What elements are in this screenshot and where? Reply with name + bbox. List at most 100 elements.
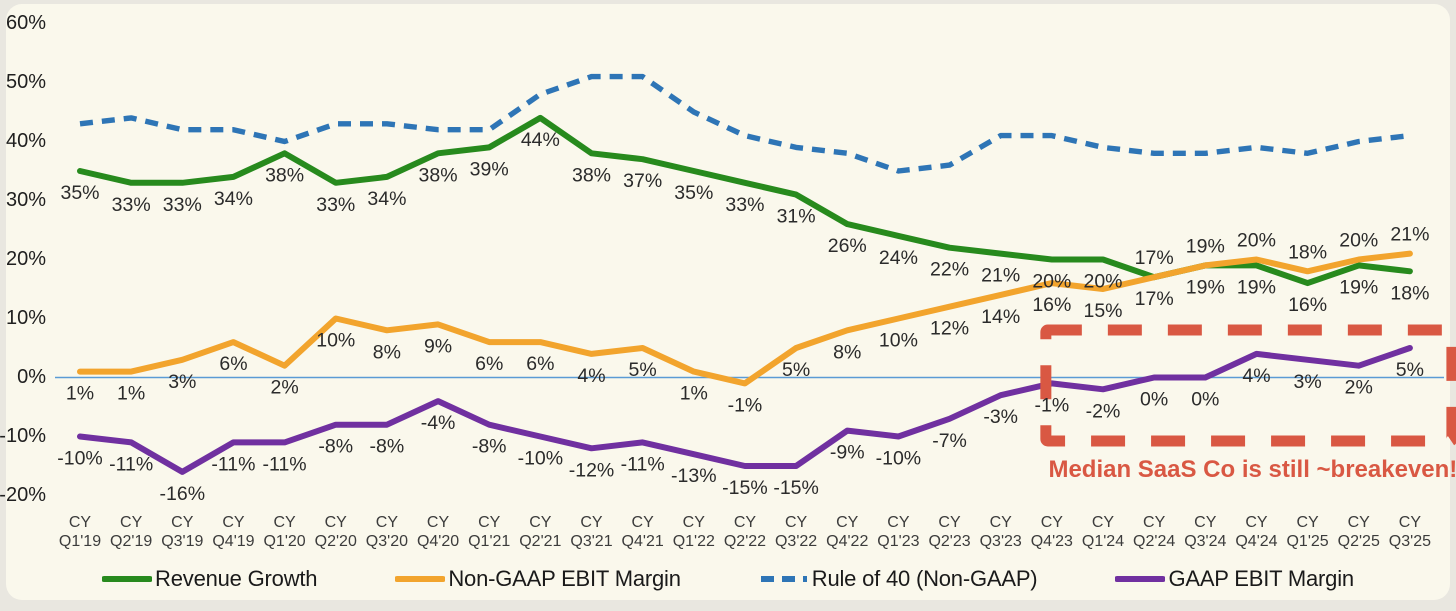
data-label-non-gaap-ebit-margin: 15%: [1083, 300, 1122, 322]
legend-swatch-non-gaap-ebit-margin: [395, 576, 446, 582]
legend-swatch-gaap-ebit-margin: [1115, 576, 1166, 582]
data-label-gaap-ebit-margin: 5%: [1396, 359, 1424, 381]
data-label-revenue-growth: 34%: [214, 188, 253, 210]
data-label-non-gaap-ebit-margin: 18%: [1288, 241, 1327, 263]
data-label-non-gaap-ebit-margin: 8%: [833, 341, 861, 363]
data-label-gaap-ebit-margin: 4%: [1242, 365, 1270, 387]
data-label-revenue-growth: 20%: [1032, 271, 1071, 293]
data-label-revenue-growth: 20%: [1083, 271, 1122, 293]
data-label-revenue-growth: 37%: [623, 170, 662, 192]
legend-label-revenue-growth: Revenue Growth: [155, 566, 318, 591]
y-axis-tick-label: -20%: [0, 484, 46, 506]
data-label-non-gaap-ebit-margin: 19%: [1186, 235, 1225, 257]
data-label-gaap-ebit-margin: -8%: [318, 436, 353, 458]
series-line-non-gaap-ebit-margin: [77, 250, 1413, 387]
data-label-revenue-growth: 35%: [60, 182, 99, 204]
x-axis-label: CY Q4'21: [622, 514, 664, 550]
data-label-non-gaap-ebit-margin: 9%: [424, 335, 452, 357]
x-axis-label: CY Q1'23: [877, 514, 919, 550]
data-label-gaap-ebit-margin: -4%: [421, 412, 456, 434]
x-axis-label: CY Q3'23: [980, 514, 1022, 550]
data-label-gaap-ebit-margin: -10%: [518, 448, 564, 470]
data-label-non-gaap-ebit-margin: 12%: [930, 318, 969, 340]
legend-label-rule-of-40: Rule of 40 (Non-GAAP): [811, 566, 1038, 591]
x-axis-label: CY Q1'21: [468, 514, 510, 550]
data-label-revenue-growth: 21%: [981, 265, 1020, 287]
data-label-gaap-ebit-margin: -9%: [830, 442, 865, 464]
data-label-gaap-ebit-margin: 0%: [1191, 389, 1219, 411]
data-label-revenue-growth: 33%: [316, 194, 355, 216]
data-label-non-gaap-ebit-margin: 1%: [66, 383, 94, 405]
x-axis-label: CY Q4'23: [1031, 514, 1073, 550]
data-label-revenue-growth: 19%: [1339, 276, 1378, 298]
legend-item-gaap-ebit-margin: GAAP EBIT Margin: [1115, 566, 1354, 592]
data-label-non-gaap-ebit-margin: 8%: [373, 341, 401, 363]
x-axis-label: CY Q1'19: [59, 514, 101, 550]
data-label-gaap-ebit-margin: -13%: [671, 465, 717, 487]
data-label-revenue-growth: 38%: [265, 164, 304, 186]
data-label-gaap-ebit-margin: -2%: [1086, 400, 1121, 422]
y-axis-tick-label: 40%: [6, 130, 46, 152]
legend-label-non-gaap-ebit-margin: Non-GAAP EBIT Margin: [448, 566, 681, 591]
data-label-revenue-growth: 16%: [1288, 294, 1327, 316]
data-label-non-gaap-ebit-margin: 5%: [629, 359, 657, 381]
data-label-gaap-ebit-margin: -7%: [932, 430, 967, 452]
data-label-non-gaap-ebit-margin: 20%: [1339, 230, 1378, 252]
data-label-revenue-growth: 24%: [879, 247, 918, 269]
legend-label-gaap-ebit-margin: GAAP EBIT Margin: [1168, 566, 1354, 591]
data-label-non-gaap-ebit-margin: 20%: [1237, 230, 1276, 252]
data-label-non-gaap-ebit-margin: 5%: [782, 359, 810, 381]
data-label-gaap-ebit-margin: -11%: [211, 453, 255, 475]
data-label-non-gaap-ebit-margin: 10%: [879, 330, 918, 352]
data-label-revenue-growth: 44%: [521, 129, 560, 151]
data-label-gaap-ebit-margin: -11%: [621, 453, 665, 475]
x-axis-label: CY Q2'25: [1338, 514, 1380, 550]
data-label-gaap-ebit-margin: 3%: [1294, 371, 1322, 393]
data-label-non-gaap-ebit-margin: 4%: [577, 365, 605, 387]
y-axis-tick-label: 0%: [17, 366, 46, 388]
data-label-non-gaap-ebit-margin: 3%: [168, 371, 196, 393]
series-line-gaap-ebit-margin: [77, 345, 1413, 475]
data-label-gaap-ebit-margin: 0%: [1140, 389, 1168, 411]
data-label-gaap-ebit-margin: 2%: [1345, 377, 1373, 399]
data-label-non-gaap-ebit-margin: 6%: [526, 353, 554, 375]
data-label-revenue-growth: 26%: [828, 235, 867, 257]
x-axis-label: CY Q1'25: [1286, 514, 1328, 550]
data-label-revenue-growth: 39%: [470, 158, 509, 180]
chart-card: [6, 4, 1450, 600]
data-label-revenue-growth: 17%: [1135, 247, 1174, 269]
data-label-revenue-growth: 19%: [1186, 276, 1225, 298]
legend-item-rule-of-40: Rule of 40 (Non-GAAP): [759, 566, 1038, 592]
data-label-revenue-growth: 33%: [112, 194, 151, 216]
x-axis-label: CY Q3'20: [366, 514, 408, 550]
y-axis-tick-label: 60%: [6, 12, 46, 34]
data-label-revenue-growth: 18%: [1390, 282, 1429, 304]
y-axis-tick-label: 10%: [6, 307, 46, 329]
data-label-revenue-growth: 19%: [1237, 276, 1276, 298]
data-label-non-gaap-ebit-margin: 6%: [219, 353, 247, 375]
data-label-revenue-growth: 22%: [930, 259, 969, 281]
data-label-gaap-ebit-margin: -8%: [472, 436, 507, 458]
data-label-gaap-ebit-margin: -11%: [263, 453, 307, 475]
data-label-gaap-ebit-margin: -10%: [57, 448, 103, 470]
data-label-non-gaap-ebit-margin: 14%: [981, 306, 1020, 328]
series-line-rule-of-40: [79, 73, 1411, 174]
data-label-non-gaap-ebit-margin: 17%: [1135, 288, 1174, 310]
annotation-box: [1040, 324, 1456, 447]
data-label-non-gaap-ebit-margin: 2%: [271, 377, 299, 399]
y-axis-tick-label: -10%: [0, 425, 46, 447]
legend-swatch-revenue-growth: [102, 576, 153, 582]
data-label-gaap-ebit-margin: -8%: [370, 436, 405, 458]
y-axis-tick-label: 30%: [6, 189, 46, 211]
x-axis-label: CY Q4'22: [826, 514, 868, 550]
data-label-gaap-ebit-margin: -12%: [569, 459, 615, 481]
x-axis-label: CY Q3'19: [161, 514, 203, 550]
data-label-gaap-ebit-margin: -15%: [722, 477, 768, 499]
x-axis-label: CY Q2'21: [519, 514, 561, 550]
x-axis-label: CY Q3'25: [1389, 514, 1431, 550]
x-axis-label: CY Q4'19: [212, 514, 254, 550]
data-label-revenue-growth: 34%: [367, 188, 406, 210]
x-axis-label: CY Q4'24: [1235, 514, 1277, 550]
data-label-gaap-ebit-margin: -16%: [160, 483, 206, 505]
